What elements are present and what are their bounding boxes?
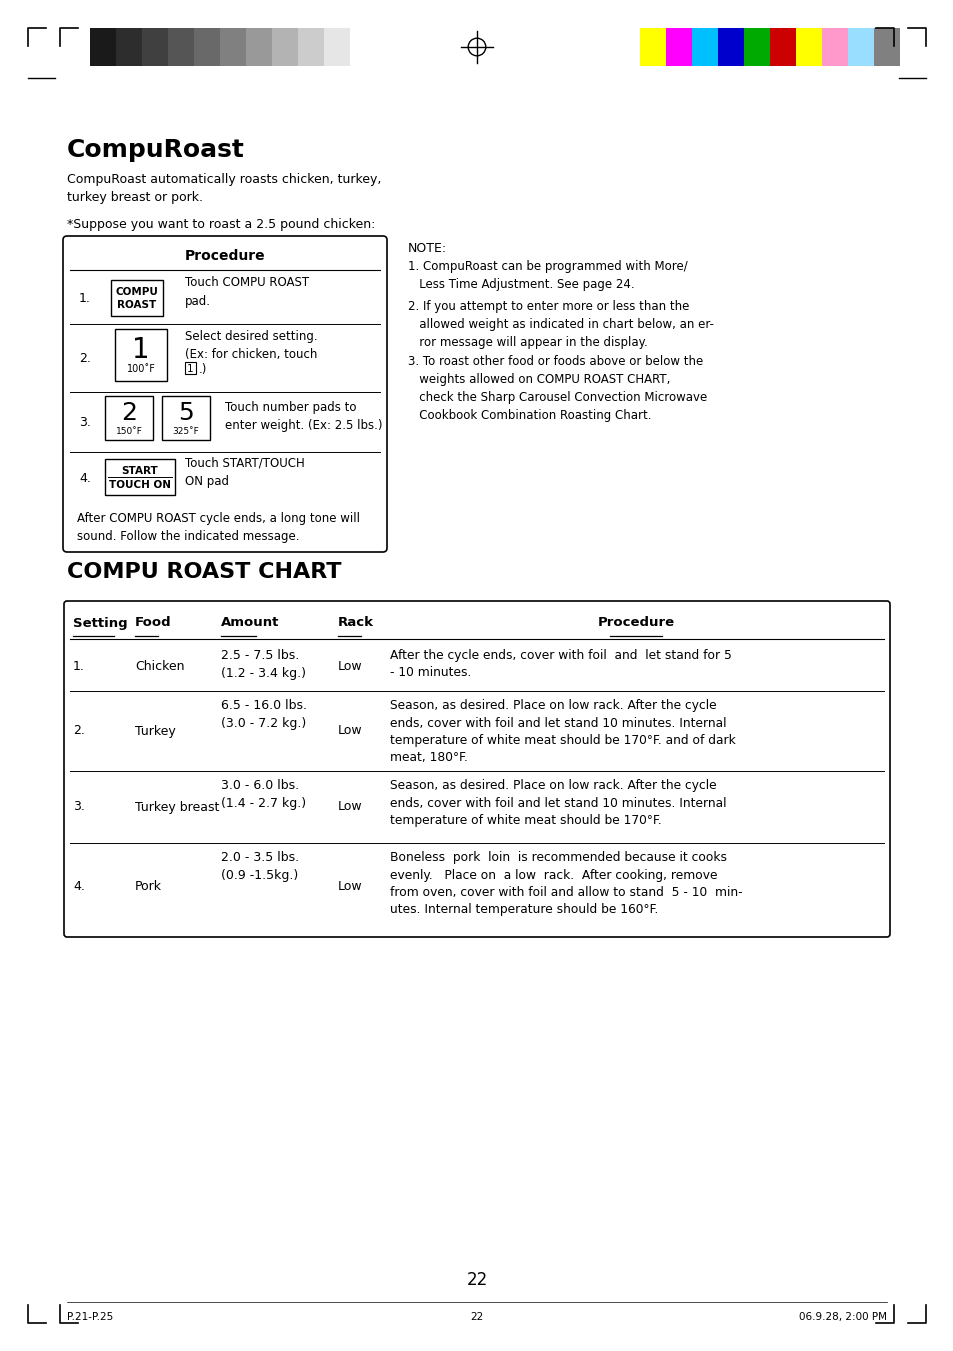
Text: 22: 22 xyxy=(466,1271,487,1289)
Text: Amount: Amount xyxy=(221,616,279,630)
Text: 3.0 - 6.0 lbs.
(1.4 - 2.7 kg.): 3.0 - 6.0 lbs. (1.4 - 2.7 kg.) xyxy=(221,780,306,811)
Text: TOUCH ON: TOUCH ON xyxy=(109,480,171,490)
Text: 3.: 3. xyxy=(79,416,91,428)
Bar xyxy=(297,28,324,66)
Text: 2.: 2. xyxy=(79,351,91,365)
Text: CompuRoast automatically roasts chicken, turkey,
turkey breast or pork.: CompuRoast automatically roasts chicken,… xyxy=(67,173,381,204)
Text: P.21-P.25: P.21-P.25 xyxy=(67,1312,113,1323)
Text: Turkey: Turkey xyxy=(135,724,175,738)
Bar xyxy=(220,28,246,66)
Bar xyxy=(111,280,163,316)
Text: Procedure: Procedure xyxy=(185,249,265,263)
Bar xyxy=(873,28,899,66)
Bar xyxy=(105,396,152,440)
Text: Turkey breast: Turkey breast xyxy=(135,801,219,813)
Bar xyxy=(795,28,821,66)
Bar xyxy=(142,28,168,66)
Text: Chicken: Chicken xyxy=(135,659,184,673)
Bar xyxy=(272,28,297,66)
Text: Low: Low xyxy=(337,801,362,813)
Text: 6.5 - 16.0 lbs.
(3.0 - 7.2 kg.): 6.5 - 16.0 lbs. (3.0 - 7.2 kg.) xyxy=(221,698,307,730)
Text: 3. To roast other food or foods above or below the
   weights allowed on COMPU R: 3. To roast other food or foods above or… xyxy=(408,355,706,422)
Text: Pork: Pork xyxy=(135,881,162,893)
Bar xyxy=(324,28,350,66)
Text: Low: Low xyxy=(337,659,362,673)
Bar xyxy=(691,28,718,66)
Text: 4.: 4. xyxy=(79,471,91,485)
Text: COMPU ROAST CHART: COMPU ROAST CHART xyxy=(67,562,341,582)
Text: Low: Low xyxy=(337,724,362,738)
Text: 2.: 2. xyxy=(73,724,85,738)
Bar xyxy=(105,459,174,494)
Text: *Suppose you want to roast a 2.5 pound chicken:: *Suppose you want to roast a 2.5 pound c… xyxy=(67,218,375,231)
Text: After COMPU ROAST cycle ends, a long tone will
sound. Follow the indicated messa: After COMPU ROAST cycle ends, a long ton… xyxy=(77,512,359,543)
Text: NOTE:: NOTE: xyxy=(408,242,447,255)
Text: 06.9.28, 2:00 PM: 06.9.28, 2:00 PM xyxy=(799,1312,886,1323)
Bar xyxy=(193,28,220,66)
Text: Procedure: Procedure xyxy=(597,616,674,630)
Text: .): .) xyxy=(199,362,207,376)
Text: 1.: 1. xyxy=(73,659,85,673)
Text: 22: 22 xyxy=(470,1312,483,1323)
Bar xyxy=(847,28,873,66)
Text: 1. CompuRoast can be programmed with More/
   Less Time Adjustment. See page 24.: 1. CompuRoast can be programmed with Mor… xyxy=(408,259,687,290)
Bar xyxy=(821,28,847,66)
Text: ROAST: ROAST xyxy=(117,300,156,309)
Text: 4.: 4. xyxy=(73,881,85,893)
Bar xyxy=(115,330,167,381)
FancyBboxPatch shape xyxy=(63,236,387,553)
Text: 1: 1 xyxy=(132,336,150,363)
Bar xyxy=(168,28,193,66)
Text: Touch START/TOUCH
ON pad: Touch START/TOUCH ON pad xyxy=(185,457,304,488)
Bar xyxy=(665,28,691,66)
Text: 325˚F: 325˚F xyxy=(172,427,199,435)
Text: 1.: 1. xyxy=(79,292,91,304)
Text: Season, as desired. Place on low rack. After the cycle
ends, cover with foil and: Season, as desired. Place on low rack. A… xyxy=(390,780,726,827)
Bar xyxy=(350,28,375,66)
Text: 2.0 - 3.5 lbs.
(0.9 -1.5kg.): 2.0 - 3.5 lbs. (0.9 -1.5kg.) xyxy=(221,851,299,882)
Text: Boneless  pork  loin  is recommended because it cooks
evenly.   Place on  a low : Boneless pork loin is recommended becaus… xyxy=(390,851,741,916)
Text: Touch COMPU ROAST
pad.: Touch COMPU ROAST pad. xyxy=(185,277,309,308)
Text: 3.: 3. xyxy=(73,801,85,813)
Text: Setting: Setting xyxy=(73,616,128,630)
Text: COMPU: COMPU xyxy=(115,286,158,297)
Text: 5: 5 xyxy=(178,401,193,426)
Text: 2.5 - 7.5 lbs.
(1.2 - 3.4 kg.): 2.5 - 7.5 lbs. (1.2 - 3.4 kg.) xyxy=(221,648,306,680)
Text: Select desired setting.
(Ex: for chicken, touch: Select desired setting. (Ex: for chicken… xyxy=(185,330,317,361)
Text: Touch number pads to
enter weight. (Ex: 2.5 lbs.): Touch number pads to enter weight. (Ex: … xyxy=(225,400,382,431)
Text: 100˚F: 100˚F xyxy=(127,363,155,374)
Text: Rack: Rack xyxy=(337,616,374,630)
Bar xyxy=(639,28,665,66)
Text: 150˚F: 150˚F xyxy=(115,427,142,435)
Bar xyxy=(718,28,743,66)
Bar xyxy=(162,396,210,440)
Bar xyxy=(116,28,142,66)
Text: CompuRoast: CompuRoast xyxy=(67,138,245,162)
Text: Food: Food xyxy=(135,616,172,630)
Bar xyxy=(185,362,195,374)
Text: 2. If you attempt to enter more or less than the
   allowed weight as indicated : 2. If you attempt to enter more or less … xyxy=(408,300,713,349)
Bar xyxy=(246,28,272,66)
Bar xyxy=(769,28,795,66)
Text: After the cycle ends, cover with foil  and  let stand for 5
- 10 minutes.: After the cycle ends, cover with foil an… xyxy=(390,648,731,680)
Text: START: START xyxy=(121,466,158,476)
Text: Low: Low xyxy=(337,881,362,893)
Bar xyxy=(90,28,116,66)
FancyBboxPatch shape xyxy=(64,601,889,938)
Bar xyxy=(743,28,769,66)
Text: Season, as desired. Place on low rack. After the cycle
ends, cover with foil and: Season, as desired. Place on low rack. A… xyxy=(390,698,735,765)
Text: 2: 2 xyxy=(121,401,137,426)
Text: 1: 1 xyxy=(187,363,193,374)
